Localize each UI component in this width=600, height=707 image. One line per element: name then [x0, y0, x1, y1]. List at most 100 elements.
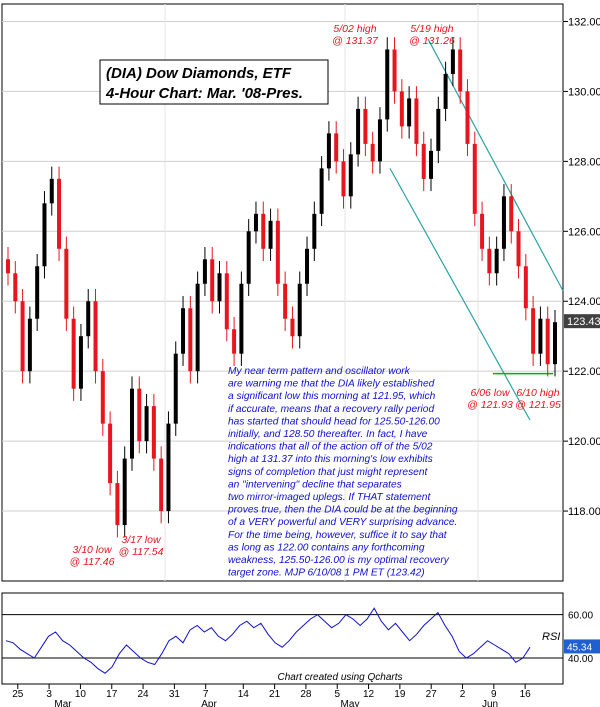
channel-upper-line: [427, 38, 564, 292]
candle-body: [27, 318, 32, 372]
candle-body: [480, 213, 485, 249]
channel-lower-line: [389, 168, 531, 421]
rsi-line: [5, 607, 531, 674]
x-day-label: 17: [106, 689, 118, 700]
x-day-label: 5: [334, 689, 340, 700]
x-day-label: 2: [460, 689, 466, 700]
rsi-value-label: 45.34: [567, 642, 592, 653]
candle-body: [305, 248, 310, 284]
candle-body: [108, 423, 113, 484]
y-tick-label: 132.00: [568, 16, 600, 28]
candle-body: [202, 259, 207, 284]
annotation-label: 6/06 low: [470, 387, 511, 399]
x-day-label: 12: [363, 689, 375, 700]
x-day-label: 7: [203, 689, 209, 700]
candle-body: [297, 283, 302, 337]
candle-body: [159, 458, 164, 512]
candle-body: [421, 143, 426, 179]
candle-body: [545, 318, 550, 365]
last-price-label: 123.43: [567, 316, 600, 328]
candle-body: [195, 283, 200, 372]
candle-body: [538, 318, 543, 354]
annotation-label: @ 121.95: [515, 399, 561, 411]
candle-body: [407, 98, 412, 127]
title-frame: [99, 59, 329, 105]
commentary-line: My near term pattern and oscillator work: [228, 366, 411, 377]
rsi-tick-label: 40.00: [568, 654, 593, 665]
candle-body: [232, 329, 237, 354]
annotation-label: 3/17 low: [121, 534, 162, 546]
footer-note: Chart created using Qcharts: [277, 672, 402, 683]
candle-body: [86, 301, 91, 337]
commentary-line: high at 131.37 into this morning's low e…: [228, 454, 433, 465]
commentary-line: For the time being, however, suffice it …: [228, 530, 448, 541]
annotation-label: @ 131.37: [332, 35, 379, 47]
commentary-line: two mirror-imaged uplegs. If THAT statem…: [228, 492, 431, 503]
y-tick-label: 122.00: [568, 366, 600, 378]
candle-body: [450, 49, 455, 74]
candle-body: [319, 168, 324, 214]
candle-body: [6, 259, 10, 274]
candle-body: [173, 353, 178, 424]
candle-body: [115, 483, 120, 526]
candle-body: [49, 178, 54, 204]
commentary-line: of a VERY powerful and VERY surprising a…: [228, 517, 457, 528]
x-day-label: 25: [12, 689, 24, 700]
commentary-line: initially, and 128.50 thereafter. In fac…: [228, 429, 428, 440]
chart-title-box: (DIA) Dow Diamonds, ETF 4-Hour Chart: Mar…: [99, 59, 329, 105]
candle-body: [93, 301, 98, 372]
x-day-label: 19: [394, 689, 406, 700]
candle-body: [181, 308, 186, 354]
candle-body: [509, 196, 514, 232]
candle-body: [399, 91, 404, 127]
candle-body: [239, 283, 244, 354]
annotation-label: @ 117.54: [119, 546, 164, 558]
annotation-label: @ 131.26: [409, 35, 455, 47]
candle-body: [385, 49, 390, 120]
x-axis: 25 3 10 17 24 31 7 14 21 28 5 12 19 27 2 9 16 Mar Apr May Ju…: [12, 684, 531, 707]
annotation-label: 5/19 high: [410, 23, 453, 35]
rsi-value-marker: [564, 639, 600, 654]
candle-body: [472, 143, 477, 214]
candle-body: [71, 318, 76, 389]
commentary-line: indications that all of the action off o…: [228, 442, 433, 453]
annotation-label: @ 121.93: [467, 399, 513, 411]
candle-body: [377, 119, 382, 162]
commentary-line: a significant low this morning at 121.95…: [228, 391, 436, 402]
rsi-panel: [1, 592, 564, 685]
candle-body: [436, 108, 441, 151]
candle-body: [210, 259, 215, 302]
annotations: 5/02 high@ 131.37 5/19 high@ 131.26 3/10 l…: [70, 23, 561, 568]
rsi-tick-label: 60.00: [568, 611, 593, 622]
candle-body: [253, 213, 258, 232]
x-day-label: 24: [138, 689, 150, 700]
x-day-label: 27: [426, 689, 438, 700]
y-tick-label: 124.00: [568, 296, 600, 308]
candle-body: [129, 388, 134, 459]
candle-body: [341, 161, 346, 197]
x-day-label: 3: [46, 689, 52, 700]
y-tick-label: 118.00: [568, 506, 600, 518]
candle-body: [246, 231, 251, 284]
candle-body: [312, 213, 317, 249]
candle-body: [151, 406, 156, 459]
candle-body: [290, 318, 295, 337]
candle-body: [217, 273, 222, 302]
candle-body: [465, 91, 470, 144]
commentary-line: signs of completion that just might repr…: [228, 467, 428, 478]
x-month-label: Jun: [482, 699, 498, 707]
annotation-label: @ 117.46: [70, 556, 115, 568]
rsi-label: RSI: [542, 631, 560, 643]
candle-body: [268, 220, 273, 249]
x-month-label: May: [341, 699, 360, 707]
candle-body: [458, 49, 463, 92]
x-month-label: Mar: [54, 699, 72, 707]
y-tick-label: 120.00: [568, 436, 600, 448]
candle-body: [57, 178, 62, 249]
candle-body: [523, 266, 528, 309]
commentary-line: are warning me that the DIA likely estab…: [228, 379, 435, 390]
candle-body: [370, 143, 375, 162]
candle-body: [553, 322, 557, 365]
chart-title-line: (DIA) Dow Diamonds, ETF: [106, 65, 292, 82]
